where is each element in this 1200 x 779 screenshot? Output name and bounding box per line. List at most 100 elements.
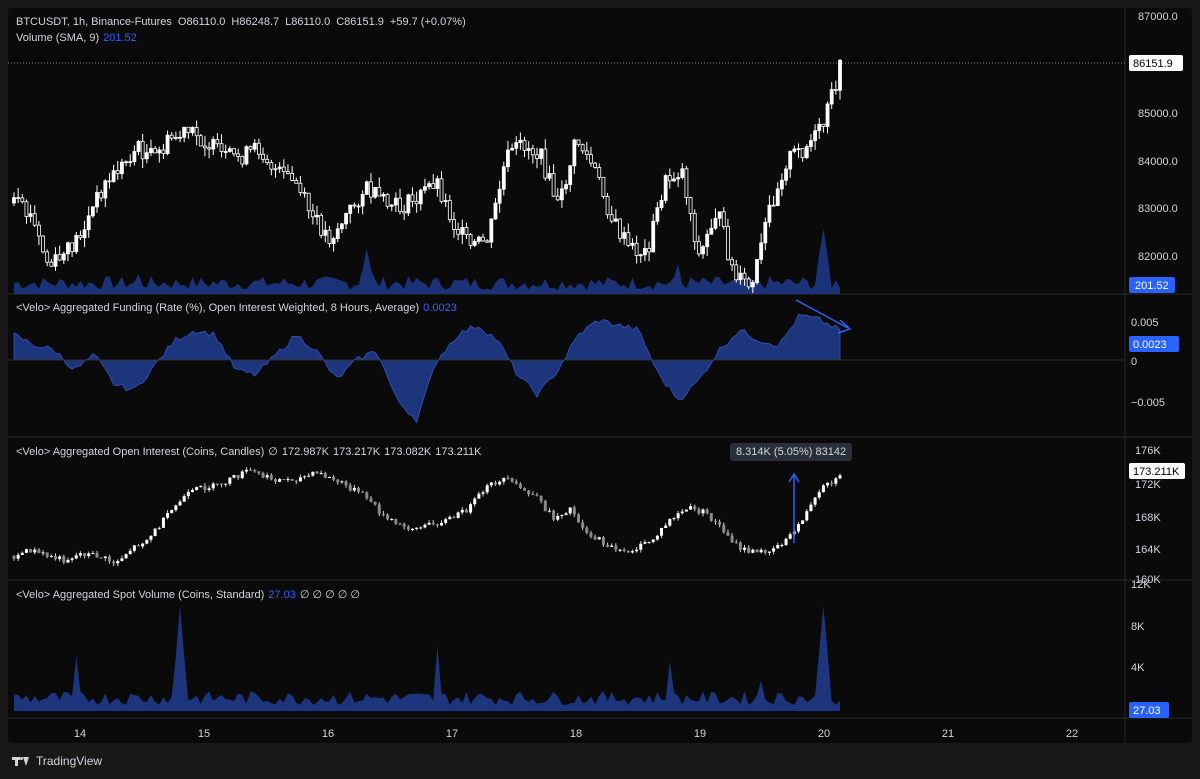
oi-candle-body: [697, 509, 701, 514]
oi-candle-body: [493, 482, 497, 485]
oi-candle-body: [24, 549, 28, 553]
price-candle-body: [759, 242, 764, 260]
oi-candle-body: [261, 472, 265, 478]
oi-legend[interactable]: <Velo> Aggregated Open Interest (Coins, …: [16, 445, 482, 459]
oi-candle-body: [456, 512, 460, 518]
time-axis-tick: 16: [322, 728, 334, 740]
oi-candle-body: [33, 549, 37, 553]
funding-label: <Velo> Aggregated Funding (Rate (%), Ope…: [16, 302, 420, 314]
price-candle-body: [232, 148, 236, 155]
oi-candle-body: [323, 473, 327, 478]
price-candle-body: [555, 195, 560, 201]
price-candle-body: [149, 148, 153, 154]
oi-candle-body: [66, 559, 70, 563]
open-value: O86110.0: [177, 16, 226, 28]
price-candle-body: [223, 151, 228, 153]
price-candle-body: [16, 197, 21, 200]
oi-candle-body: [626, 551, 630, 553]
oi-candle-body: [618, 549, 622, 551]
oi-candle-body: [336, 479, 340, 483]
oi-candle-body: [506, 477, 510, 479]
price-candle-body: [261, 153, 265, 160]
price-candle-body: [526, 148, 531, 151]
oi-candle-body: [817, 492, 821, 498]
volume-legend[interactable]: Volume (SMA, 9) 201.52: [16, 32, 137, 44]
oi-candle-body: [635, 549, 639, 552]
price-candle-body: [340, 223, 344, 230]
spot-legend[interactable]: <Velo> Aggregated Spot Volume (Coins, St…: [16, 588, 360, 602]
price-candle-body: [381, 194, 386, 197]
tradingview-brand[interactable]: TradingView: [12, 754, 102, 768]
brand-name: TradingView: [36, 754, 103, 768]
symbol-name: BTCUSDT, 1h, Binance-Futures: [16, 16, 172, 28]
oi-candle-body: [236, 474, 240, 479]
price-candle-body: [809, 140, 813, 147]
oi-candle-body: [780, 544, 784, 546]
oi-candle-body: [639, 543, 643, 550]
oi-candle-body: [713, 520, 717, 522]
price-candle-body: [514, 142, 519, 149]
oi-candle-body: [303, 476, 307, 478]
chart-canvas[interactable]: 87000.086000.085000.084000.083000.082000…: [8, 8, 1192, 743]
time-axis-tick: 18: [570, 728, 582, 740]
price-candle-body: [817, 123, 822, 132]
price-candle-body: [634, 242, 639, 256]
price-candle-body: [435, 178, 440, 189]
chart-frame[interactable]: 87000.086000.085000.084000.083000.082000…: [8, 8, 1192, 743]
price-candle-body: [352, 204, 357, 207]
oi-candle-body: [784, 538, 788, 545]
price-candle-body: [323, 229, 328, 236]
oi-candle-body: [319, 473, 323, 475]
oi-candle-body: [767, 551, 771, 553]
oi-candle-body: [166, 513, 170, 518]
funding-legend[interactable]: <Velo> Aggregated Funding (Rate (%), Ope…: [16, 302, 457, 314]
oi-candle-body: [161, 517, 165, 528]
oi-candle-body: [477, 493, 481, 499]
oi-candle-body: [610, 545, 614, 547]
price-candle-body: [775, 188, 780, 206]
oi-last-label: 173.211K: [1133, 466, 1180, 478]
oi-candle-body: [643, 542, 647, 544]
oi-candle-body: [402, 523, 406, 527]
oi-value-2: 173.217K: [332, 445, 381, 458]
funding-area: [13, 313, 841, 424]
price-candle-body: [128, 161, 133, 164]
price-candle-body: [838, 59, 842, 91]
price-candle-body: [107, 180, 112, 183]
time-axis-tick: 17: [446, 728, 458, 740]
price-candle-body: [111, 170, 116, 182]
price-candle-body: [57, 254, 62, 261]
oi-candle-body: [755, 549, 759, 553]
oi-candle-body: [813, 497, 817, 505]
oi-candle-body: [651, 539, 655, 542]
oi-candle-body: [153, 528, 157, 536]
volume-last-label: 201.52: [1135, 280, 1169, 292]
symbol-legend[interactable]: BTCUSDT, 1h, Binance-Futures O86110.0 H8…: [16, 16, 468, 28]
price-candle-body: [443, 200, 448, 202]
oi-candle-body: [805, 511, 809, 521]
oi-candle-body: [589, 532, 593, 537]
price-candle-body: [203, 145, 207, 149]
price-candle-body: [41, 235, 45, 253]
price-candle-body: [755, 259, 759, 283]
oi-candle-body: [834, 478, 838, 484]
oi-candle-body: [668, 518, 672, 526]
price-candle-body: [730, 259, 734, 266]
price-candle-body: [423, 186, 427, 191]
oi-candle-body: [381, 513, 385, 515]
oi-candle-body: [390, 518, 394, 520]
price-candle-body: [535, 154, 539, 159]
oi-candle-body: [29, 549, 33, 553]
price-candle-body: [726, 226, 730, 261]
price-candle-body: [244, 146, 249, 165]
oi-candle-body: [709, 513, 713, 521]
oi-candle-body: [95, 553, 99, 558]
oi-candle-body: [298, 477, 302, 482]
high-value: H86248.7: [231, 16, 280, 28]
price-candle-body: [427, 183, 431, 188]
price-candle-body: [447, 200, 452, 221]
price-candle-body: [207, 147, 211, 150]
price-candle-body: [53, 254, 58, 267]
oi-candle-body: [431, 522, 435, 525]
price-candle-body: [750, 282, 755, 288]
